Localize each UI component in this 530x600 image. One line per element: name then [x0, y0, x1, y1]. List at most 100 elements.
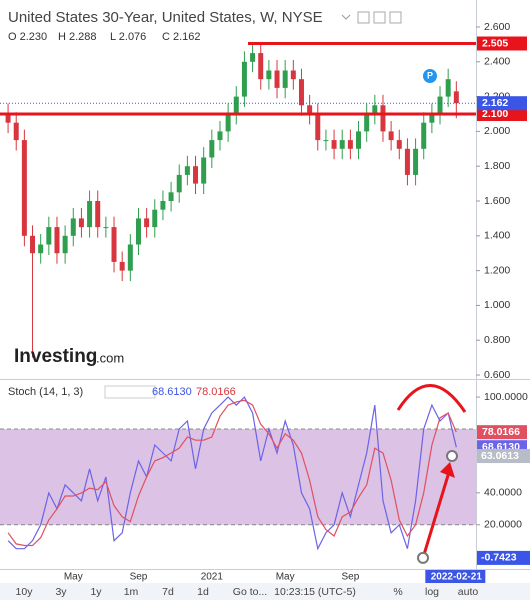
x-tick-label: Sep [341, 572, 359, 583]
stoch-value-label: 78.0166 [482, 426, 520, 438]
y-tick-label: 1.800 [484, 160, 510, 172]
stoch-k-value: 68.6130 [152, 386, 192, 398]
toolbar-button[interactable]: 1y [90, 586, 102, 598]
annotation-point [417, 551, 429, 564]
level-label: 2.100 [482, 108, 508, 120]
candle-body [356, 131, 362, 149]
stoch-band [0, 429, 476, 525]
candle-body [388, 131, 394, 141]
y-tick-label: 0.800 [484, 334, 510, 346]
candle-body [62, 235, 68, 254]
candle-body [193, 166, 199, 184]
toolbar-button[interactable]: 7d [162, 586, 174, 598]
marker-tag [477, 550, 530, 565]
candle-body [168, 192, 174, 202]
x-tick-label: May [64, 572, 83, 583]
toolbar-button[interactable]: 3y [55, 586, 67, 598]
toolbar-button[interactable]: 10y [16, 586, 34, 598]
candle-body [160, 201, 166, 210]
ohlc-high: H 2.288 [58, 31, 97, 43]
stoch-d-value: 78.0166 [196, 386, 236, 398]
candle-body [217, 131, 223, 141]
event-icon[interactable] [423, 69, 437, 83]
stoch-title: Stoch (14, 1, 3) [8, 386, 83, 398]
candle-body [103, 227, 109, 229]
toolbar-button[interactable]: 10:23:15 (UTC-5) [274, 586, 356, 598]
logo-suffix: .com [96, 350, 124, 365]
candle-body [111, 227, 117, 262]
chart-title: United States 30-Year, United States, W,… [8, 9, 323, 26]
candle-body [176, 174, 182, 193]
candle-body [241, 61, 247, 97]
toolbar-button[interactable]: % [393, 586, 402, 598]
x-tick-highlight [425, 570, 486, 583]
candle-body [78, 218, 84, 228]
candle-body [127, 244, 133, 271]
toolbar-background [0, 583, 530, 600]
y-tick-label: 1.200 [484, 264, 510, 276]
candle-body [298, 79, 304, 106]
stoch-icons[interactable] [104, 385, 156, 399]
candle-body [95, 201, 101, 228]
toolbar: 10y 3y 1y 1m 7d 1d Go to... 10:23:15 (UTC-5)% lo… [16, 586, 479, 598]
candle-body [429, 113, 435, 123]
ohlc-close: C 2.162 [162, 31, 201, 43]
event-icon-letter: P [427, 70, 433, 80]
y-tick-label: 100.0000 [484, 391, 528, 403]
candle-body [421, 122, 427, 149]
candle-body [437, 96, 443, 114]
eye-icon[interactable] [357, 11, 370, 24]
candle-body [315, 113, 321, 141]
level-tag [477, 106, 527, 121]
candle-body [70, 218, 76, 236]
toolbar-button[interactable]: 1d [197, 586, 209, 598]
stoch-line [7, 399, 457, 547]
candle-body [225, 113, 231, 132]
candle-body [38, 244, 44, 254]
candle-body [87, 201, 93, 228]
candle-body [233, 96, 239, 114]
candle-body [46, 227, 52, 245]
last-price-label: 2.162 [482, 97, 508, 109]
candle-body [152, 209, 158, 228]
candle-body [453, 91, 459, 104]
toolbar-button[interactable]: 1m [124, 586, 139, 598]
candle-body [331, 140, 337, 149]
annotation-point [446, 450, 458, 463]
toolbar-button[interactable]: log [425, 586, 439, 598]
toolbar-button[interactable]: Go to... [233, 586, 267, 598]
candle-body [323, 140, 329, 142]
x-tick-label: 2022-02-21 [431, 572, 483, 583]
candle-body [250, 53, 256, 62]
annotation-arc [396, 384, 467, 413]
level-tag [477, 36, 527, 51]
candle-body [119, 261, 125, 271]
y-tick-label: 1.600 [484, 195, 510, 207]
y-tick-label: 2.600 [484, 21, 510, 33]
ohlc-open: O 2.230 [8, 31, 47, 43]
candle-body [290, 70, 296, 80]
candle-body [5, 113, 11, 123]
close-icon[interactable] [389, 11, 402, 24]
candle-body [144, 218, 150, 228]
header-icons [341, 11, 402, 24]
y-tick-label: 1.400 [484, 230, 510, 242]
overlay: United States 30-Year, United States, W,… [8, 9, 530, 565]
candle-body [380, 105, 386, 132]
candle-body [201, 157, 207, 184]
stoch-value-tag [477, 425, 527, 440]
x-tick-label: 2021 [201, 572, 224, 583]
last-price-tag [477, 96, 527, 111]
y-tick-label: 1.000 [484, 299, 510, 311]
candle-body [413, 148, 419, 175]
dropdown-icon[interactable] [341, 14, 351, 20]
settings-icon[interactable] [373, 11, 386, 24]
ohlc-low: L 2.076 [110, 31, 146, 43]
toolbar-button[interactable]: auto [458, 586, 479, 598]
price-pane: 2.6002.4002.2002.0001.8001.6001.4001.200… [0, 21, 527, 381]
candle-body [307, 105, 313, 114]
logo: Investing [14, 346, 97, 367]
candle-body [274, 70, 280, 88]
candle-body [364, 113, 370, 132]
